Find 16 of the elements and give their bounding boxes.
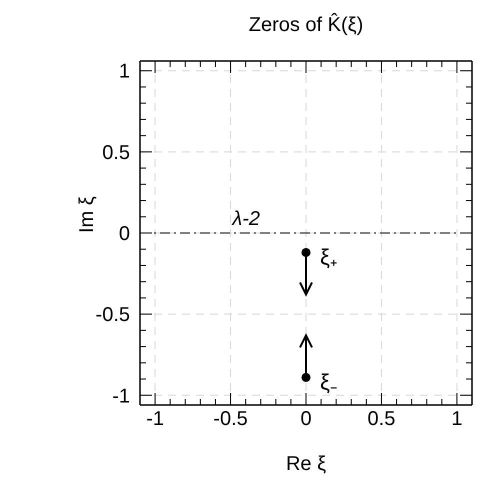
x-tick-label: 1 — [451, 408, 462, 430]
y-tick-label: 0 — [118, 223, 130, 245]
annotation: ξ₊ — [320, 244, 337, 270]
x-tick-label: -1 — [146, 408, 164, 430]
x-tick-label: 0 — [300, 408, 312, 430]
annotation: ξ₋ — [320, 369, 337, 394]
ref-line-label: λ-2 — [231, 208, 260, 230]
y-tick-label: 1 — [118, 60, 130, 83]
x-tick-label: 0.5 — [368, 408, 396, 430]
y-tick-label: -0.5 — [96, 304, 130, 326]
x-tick-label: -0.5 — [213, 408, 248, 430]
y-axis-title: Im ξ — [76, 196, 98, 233]
y-tick-label: -1 — [112, 385, 130, 408]
chart-title: Zeros of K̂(ξ) — [248, 14, 364, 37]
x-axis-title: Re ξ — [286, 453, 326, 475]
y-tick-label: 0.5 — [102, 142, 130, 164]
